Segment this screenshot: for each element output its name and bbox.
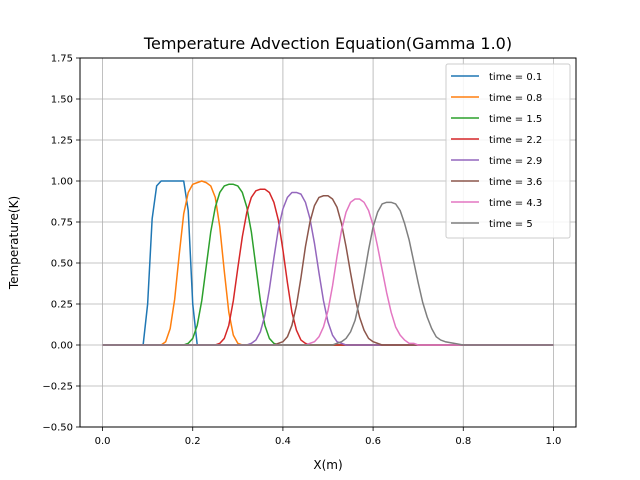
y-tick-label: 0.50 <box>51 259 73 270</box>
y-tick-label: 0.00 <box>51 341 73 352</box>
x-tick-label: 0.8 <box>455 436 471 447</box>
series-line-8 <box>102 201 554 346</box>
series-line-1 <box>102 180 554 346</box>
y-tick-label: 1.00 <box>51 177 73 188</box>
legend-entry: time = 3.6 <box>489 177 542 188</box>
series-line-5 <box>102 191 554 346</box>
x-axis-label: X(m) <box>313 458 342 472</box>
legend-entry: time = 2.2 <box>489 135 542 146</box>
y-tick-label: 1.50 <box>51 95 73 106</box>
y-tick-label: 0.25 <box>51 300 73 311</box>
legend: time = 0.1 time = 0.8 time = 1.5 time = 2.2… <box>445 63 571 239</box>
x-tick-label: 1.0 <box>546 436 562 447</box>
legend-entry: time = 0.1 <box>489 72 542 83</box>
x-tick-label: 0.4 <box>275 436 291 447</box>
series-lines <box>102 180 554 346</box>
y-axis-label: Temperature(K) <box>7 196 21 290</box>
legend-entry: time = 5 <box>489 219 533 230</box>
axis-ticks: 0.0 0.2 0.4 0.6 0.8 1.0 −0.50 −0.25 0.00 0.25 0.50… <box>42 54 561 448</box>
series-line-7 <box>102 198 554 346</box>
x-tick-label: 0.6 <box>365 436 381 447</box>
y-tick-label: 0.75 <box>51 218 73 229</box>
series-line-3 <box>102 183 554 346</box>
plot-frame <box>79 57 577 428</box>
x-tick-label: 0.2 <box>185 436 201 447</box>
legend-entry: time = 0.8 <box>489 93 542 104</box>
y-tick-label: −0.25 <box>42 382 73 393</box>
series-line-6 <box>102 195 554 346</box>
legend-entry: time = 1.5 <box>489 114 542 125</box>
series-line-2 <box>102 180 554 346</box>
chart-title: Temperature Advection Equation(Gamma 1.0… <box>143 34 512 53</box>
series-line-4 <box>102 188 554 346</box>
y-tick-label: 1.25 <box>51 136 73 147</box>
legend-box <box>445 63 571 239</box>
y-tick-label: −0.50 <box>42 423 73 434</box>
y-tick-label: 1.75 <box>51 54 73 65</box>
x-tick-label: 0.0 <box>95 436 111 447</box>
legend-entry: time = 4.3 <box>489 198 542 209</box>
legend-entry: time = 2.9 <box>489 156 542 167</box>
